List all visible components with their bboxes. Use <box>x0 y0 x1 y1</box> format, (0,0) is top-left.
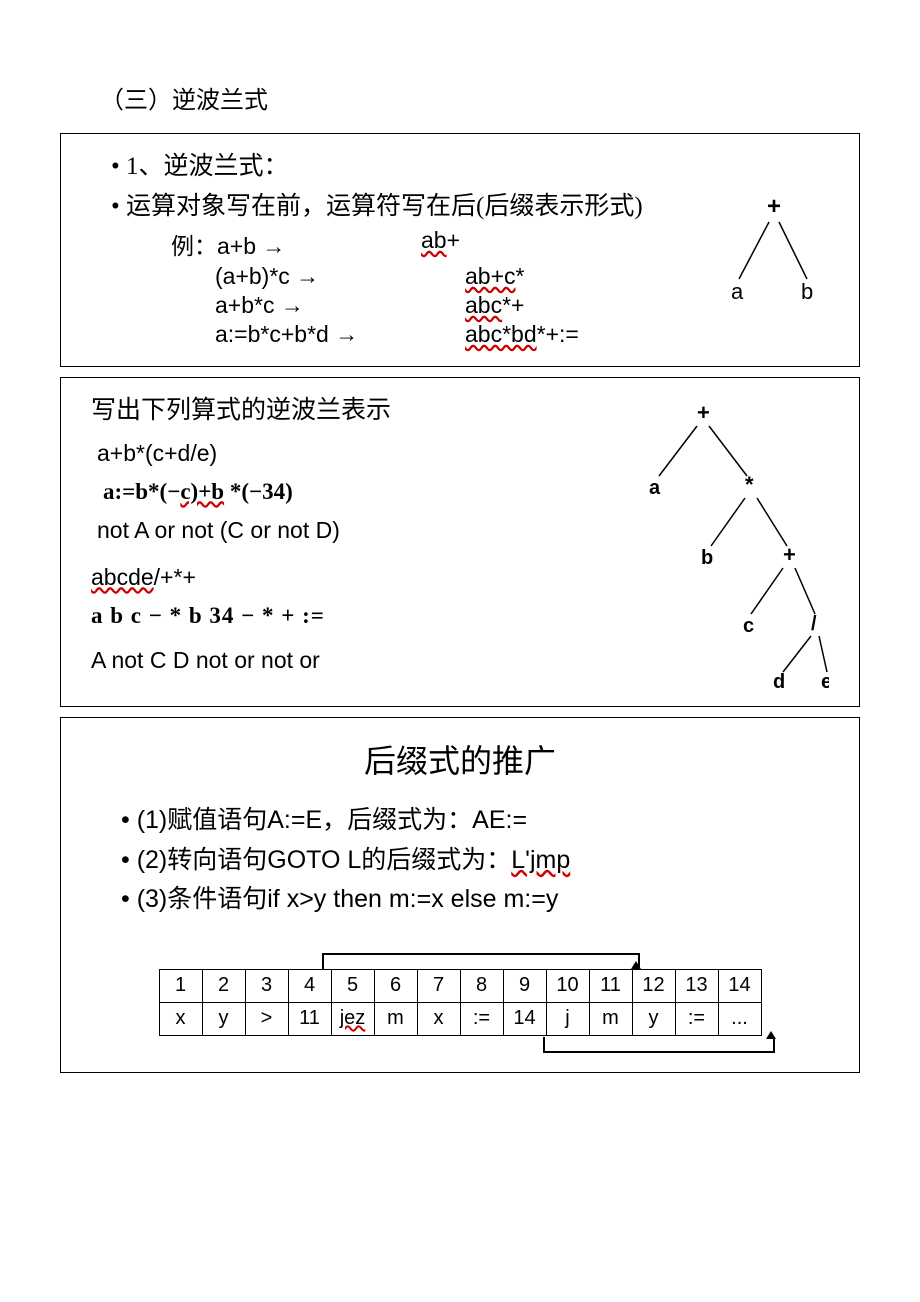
svg-text:b: b <box>701 547 713 569</box>
table-cell: j <box>546 1002 589 1035</box>
svg-text:+: + <box>767 194 781 220</box>
arrow-head-bot <box>766 1031 776 1039</box>
table-header-cell: 6 <box>374 969 417 1002</box>
svg-text:d: d <box>773 671 785 688</box>
box-rpn-def: • 1、逆波兰式： • 运算对象写在前，运算符写在后(后缀表示形式) 例：a+b… <box>60 133 860 367</box>
table-cell: > <box>245 1002 288 1035</box>
table-header-cell: 11 <box>589 969 632 1002</box>
svg-text:b: b <box>801 279 813 304</box>
box3-title: 后缀式的推广 <box>81 736 839 782</box>
table-header-cell: 10 <box>546 969 589 1002</box>
table-header-cell: 9 <box>503 969 546 1002</box>
table-cell: x <box>159 1002 202 1035</box>
table-cell: m <box>589 1002 632 1035</box>
section-title: （三）逆波兰式 <box>50 80 870 115</box>
table-header-cell: 5 <box>331 969 374 1002</box>
box-extension: 后缀式的推广 • (1)赋值语句A:=E，后缀式为：AE:= • (2)转向语句… <box>60 717 860 1073</box>
svg-text:+: + <box>783 542 796 567</box>
table-cell: x <box>417 1002 460 1035</box>
postfix-table: 1234567891011121314 xy>11jezmx:=14jmy:=.… <box>159 969 762 1036</box>
svg-text:+: + <box>697 400 710 425</box>
svg-text:*: * <box>745 472 754 497</box>
table-header-cell: 4 <box>288 969 331 1002</box>
document-page: （三）逆波兰式 • 1、逆波兰式： • 运算对象写在前，运算符写在后(后缀表示形… <box>0 0 920 1123</box>
table-header-cell: 7 <box>417 969 460 1002</box>
table-header-cell: 3 <box>245 969 288 1002</box>
ext-1: • (1)赋值语句A:=E，后缀式为：AE:= <box>121 802 839 840</box>
table-cell: ... <box>718 1002 761 1035</box>
table-cell: 11 <box>288 1002 331 1035</box>
table-header-cell: 8 <box>460 969 503 1002</box>
table-cell: := <box>675 1002 718 1035</box>
box-exercises: 写出下列算式的逆波兰表示 a+b*(c+d/e) a:=b*(−c)+b *(−… <box>60 377 860 707</box>
bracket-bot <box>543 1037 775 1053</box>
svg-text:/: / <box>811 613 817 635</box>
postfix-table-wrap: 1234567891011121314 xy>11jezmx:=14jmy:=.… <box>81 949 839 1056</box>
table-header-cell: 12 <box>632 969 675 1002</box>
bullet-1: • 1、逆波兰式： <box>111 148 839 186</box>
ext-2: • (2)转向语句GOTO L的后缀式为：L'jmp <box>121 842 839 880</box>
table-cell: y <box>632 1002 675 1035</box>
ext-3: • (3)条件语句if x>y then m:=x else m:=y <box>121 881 839 919</box>
table-header-cell: 2 <box>202 969 245 1002</box>
tree-expr: + a * b + c / d e <box>619 398 829 688</box>
svg-text:a: a <box>649 477 661 499</box>
table-header-cell: 14 <box>718 969 761 1002</box>
svg-text:e: e <box>821 671 829 688</box>
example-row: a:=b*c+b*d → abc*bd*+:= <box>131 321 839 348</box>
tree-ab-plus: + a b <box>709 194 829 304</box>
table-cell: jez <box>331 1002 374 1035</box>
svg-text:a: a <box>731 279 744 304</box>
table-cell: 14 <box>503 1002 546 1035</box>
arrow-head-top <box>631 961 641 969</box>
svg-text:c: c <box>743 615 754 637</box>
table-cell: m <box>374 1002 417 1035</box>
table-cell: := <box>460 1002 503 1035</box>
table-header-cell: 13 <box>675 969 718 1002</box>
bracket-top <box>322 953 640 969</box>
table-header-cell: 1 <box>159 969 202 1002</box>
table-cell: y <box>202 1002 245 1035</box>
